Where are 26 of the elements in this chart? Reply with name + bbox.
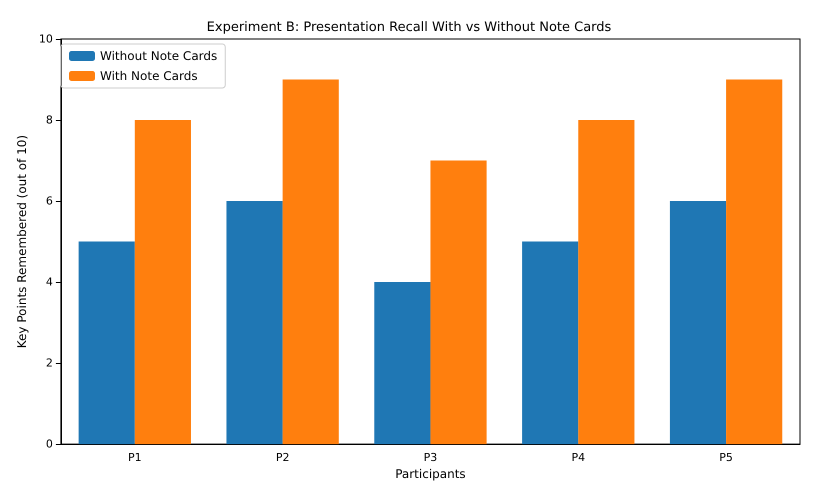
x-axis-title: Participants (395, 467, 466, 481)
x-tick-label: P3 (424, 451, 438, 464)
bar (522, 242, 578, 444)
y-tick-label: 8 (46, 114, 53, 127)
bar (578, 120, 634, 444)
x-tick-label: P1 (128, 451, 142, 464)
x-tick-label: P4 (571, 451, 586, 464)
y-axis-title: Key Points Remembered (out of 10) (15, 134, 29, 348)
legend-label: With Note Cards (100, 69, 198, 83)
bar (726, 80, 782, 444)
bar (430, 160, 487, 444)
y-tick-label: 2 (46, 356, 53, 370)
x-tick-label: P2 (276, 451, 290, 464)
y-tick-label: 4 (46, 276, 53, 289)
y-tick-label: 6 (46, 194, 53, 208)
x-tick-label: P5 (719, 451, 733, 464)
chart-title: Experiment B: Presentation Recall With vs Without Note Cards (206, 20, 612, 35)
legend-label: Without Note Cards (100, 49, 218, 63)
bar (670, 201, 726, 444)
bar (78, 242, 135, 444)
bar (134, 120, 191, 444)
y-tick-label: 0 (46, 438, 53, 451)
y-tick-label: 10 (38, 32, 53, 46)
bar (282, 80, 339, 444)
bar (226, 201, 283, 444)
bar (374, 282, 430, 444)
